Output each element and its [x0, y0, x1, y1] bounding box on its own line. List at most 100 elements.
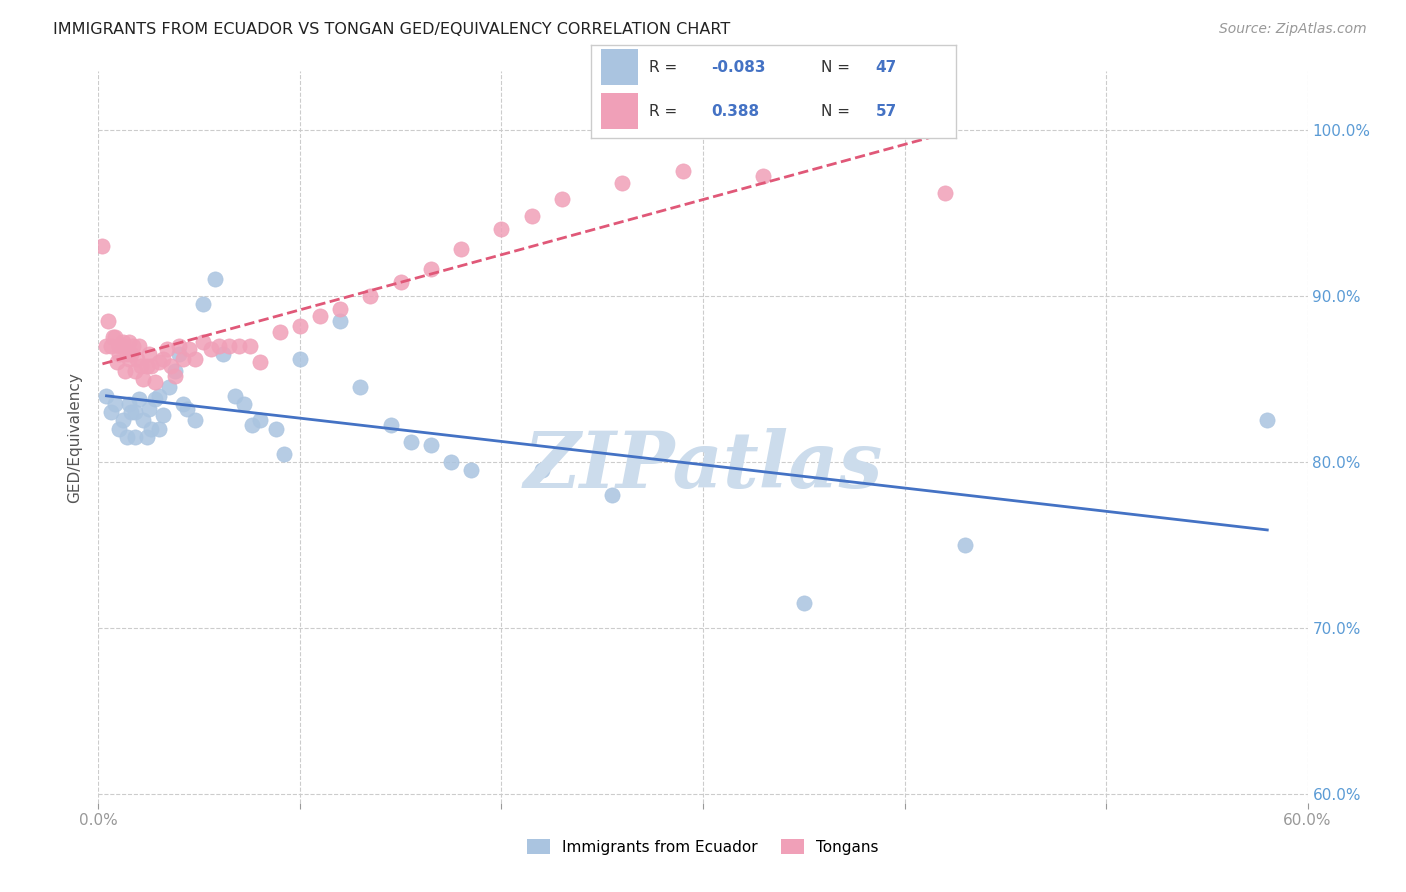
Text: 47: 47 — [876, 60, 897, 75]
Text: 0.388: 0.388 — [711, 103, 759, 119]
Text: R =: R = — [650, 103, 688, 119]
Point — [167, 338, 190, 352]
Point — [184, 351, 207, 366]
Point — [288, 318, 311, 333]
Point — [460, 463, 482, 477]
Text: R =: R = — [650, 60, 682, 75]
Point — [111, 338, 134, 352]
Point — [129, 359, 152, 373]
Point — [269, 326, 291, 340]
Point — [103, 330, 125, 344]
Point — [420, 438, 443, 452]
Point — [96, 338, 118, 352]
Point — [115, 347, 138, 361]
Point — [380, 418, 402, 433]
Text: ZIPatlas: ZIPatlas — [523, 428, 883, 505]
Point — [240, 418, 263, 433]
Legend: Immigrants from Ecuador, Tongans: Immigrants from Ecuador, Tongans — [522, 833, 884, 861]
Point — [264, 422, 287, 436]
Point — [167, 347, 190, 361]
Bar — [602, 94, 638, 129]
Point — [107, 338, 129, 352]
Point — [389, 276, 412, 290]
Point — [120, 405, 142, 419]
Point — [105, 355, 128, 369]
Point — [530, 463, 553, 477]
Point — [107, 347, 129, 361]
Point — [101, 330, 124, 344]
Point — [135, 430, 157, 444]
Point — [100, 405, 122, 419]
Point — [193, 297, 215, 311]
Point — [520, 209, 543, 223]
Point — [360, 289, 382, 303]
Point — [249, 355, 271, 369]
Point — [139, 359, 162, 373]
Point — [602, 488, 624, 502]
Point — [228, 338, 250, 352]
Point — [143, 375, 166, 389]
Point — [139, 422, 162, 436]
Point — [152, 351, 174, 366]
Point — [953, 538, 976, 552]
Point — [107, 422, 129, 436]
Point — [100, 338, 122, 352]
Point — [96, 388, 118, 402]
Text: -0.083: -0.083 — [711, 60, 766, 75]
Point — [232, 397, 254, 411]
Y-axis label: GED/Equivalency: GED/Equivalency — [67, 372, 83, 502]
Text: 57: 57 — [876, 103, 897, 119]
Point — [612, 176, 634, 190]
Point — [135, 359, 157, 373]
Point — [349, 380, 371, 394]
Point — [163, 363, 186, 377]
Point — [249, 413, 271, 427]
Point — [179, 342, 201, 356]
Bar — [602, 49, 638, 85]
Point — [329, 301, 352, 316]
Point — [152, 409, 174, 423]
Point — [97, 314, 120, 328]
Text: N =: N = — [821, 103, 855, 119]
Point — [224, 388, 246, 402]
Point — [551, 192, 574, 206]
Point — [200, 342, 222, 356]
Point — [309, 309, 332, 323]
Point — [212, 347, 235, 361]
Point — [125, 351, 148, 366]
Point — [163, 368, 186, 383]
Point — [91, 239, 114, 253]
Point — [184, 413, 207, 427]
Point — [148, 355, 170, 369]
Point — [172, 351, 194, 366]
Point — [672, 164, 695, 178]
Point — [491, 222, 513, 236]
Point — [118, 335, 141, 350]
Point — [160, 359, 183, 373]
Point — [793, 596, 815, 610]
Text: N =: N = — [821, 60, 855, 75]
Point — [934, 186, 956, 200]
Point — [218, 338, 240, 352]
Point — [124, 405, 146, 419]
Point — [288, 351, 311, 366]
Point — [450, 242, 472, 256]
Point — [115, 430, 138, 444]
Point — [329, 314, 352, 328]
Point — [111, 335, 134, 350]
Point — [273, 447, 295, 461]
Point — [399, 435, 422, 450]
Point — [208, 338, 231, 352]
Point — [148, 388, 170, 402]
Point — [148, 422, 170, 436]
Point — [132, 413, 155, 427]
Point — [138, 401, 160, 416]
Point — [1256, 413, 1278, 427]
Point — [128, 338, 150, 352]
Point — [128, 392, 150, 406]
Point — [124, 363, 146, 377]
Point — [204, 272, 226, 286]
Point — [103, 397, 125, 411]
Point — [118, 351, 141, 366]
Point — [118, 397, 141, 411]
